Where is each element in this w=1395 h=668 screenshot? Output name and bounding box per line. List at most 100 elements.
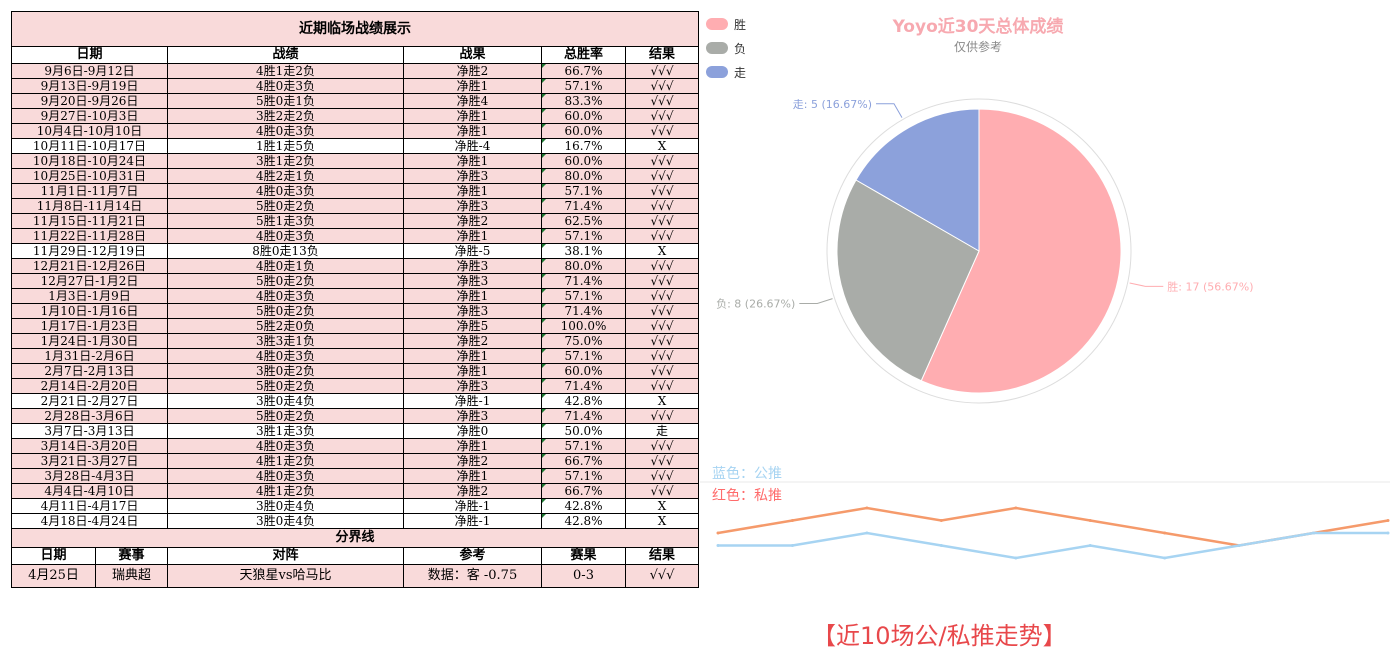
row-date: 2月7日-2月13日: [11, 363, 168, 379]
row-winrate: 57.1%: [541, 468, 626, 484]
table-row: 3月14日-3月20日 4胜0走3负 净胜1 57.1% √√√: [11, 438, 700, 454]
row-outcome: √√√: [624, 363, 700, 379]
row-date: 2月28日-3月6日: [11, 408, 168, 424]
row-record: 4胜0走3负: [167, 348, 404, 364]
legend-label: 走: [734, 65, 747, 80]
row-outcome: √√√: [624, 78, 700, 94]
legend-swatch: [706, 42, 728, 54]
table-row: 10月11日-10月17日 1胜1走5负 净胜-4 16.7% X: [11, 138, 700, 154]
trend-point-1-4: [1014, 556, 1018, 560]
row-result: 净胜1: [403, 153, 542, 169]
row-winrate: 42.8%: [541, 393, 626, 409]
pred-header-match: 对阵: [167, 547, 404, 565]
row-outcome: 走: [624, 423, 700, 439]
legend-label: 胜: [734, 17, 747, 32]
table-row: 9月13日-9月19日 4胜0走3负 净胜1 57.1% √√√: [11, 78, 700, 94]
row-date: 3月7日-3月13日: [11, 423, 168, 439]
table-row: 1月31日-2月6日 4胜0走3负 净胜1 57.1% √√√: [11, 348, 700, 364]
table-row: 3月7日-3月13日 3胜1走3负 净胜0 50.0% 走: [11, 423, 700, 439]
row-outcome: √√√: [624, 213, 700, 229]
row-outcome: √√√: [624, 273, 700, 289]
row-date: 4月4日-4月10日: [11, 483, 168, 499]
legend-item[interactable]: 胜: [706, 12, 746, 36]
pie-slice-0: [920, 108, 1122, 394]
row-record: 4胜1走2负: [167, 453, 404, 469]
row-result: 净胜3: [403, 198, 542, 214]
row-record: 3胜0走4负: [167, 498, 404, 514]
row-winrate: 71.4%: [541, 378, 626, 394]
trend-point-0-0: [716, 531, 720, 535]
trend-point-1-2: [865, 531, 869, 535]
table-row: 1月24日-1月30日 3胜3走1负 净胜2 75.0% √√√: [11, 333, 700, 349]
pred-reference: 数据：客 -0.75: [403, 564, 542, 588]
row-result: 净胜5: [403, 318, 542, 334]
table-row: 9月6日-9月12日 4胜1走2负 净胜2 66.7% √√√: [11, 63, 700, 79]
row-date: 11月22日-11月28日: [11, 228, 168, 244]
row-winrate: 71.4%: [541, 198, 626, 214]
table-row: 2月14日-2月20日 5胜0走2负 净胜3 71.4% √√√: [11, 378, 700, 394]
row-outcome: √√√: [624, 168, 700, 184]
row-record: 3胜1走3负: [167, 423, 404, 439]
row-result: 净胜1: [403, 348, 542, 364]
row-winrate: 42.8%: [541, 498, 626, 514]
row-date: 1月31日-2月6日: [11, 348, 168, 364]
row-winrate: 57.1%: [541, 348, 626, 364]
row-record: 4胜0走3负: [167, 123, 404, 139]
row-winrate: 57.1%: [541, 228, 626, 244]
row-result: 净胜1: [403, 183, 542, 199]
row-date: 10月25日-10月31日: [11, 168, 168, 184]
row-date: 10月11日-10月17日: [11, 138, 168, 154]
row-date: 1月17日-1月23日: [11, 318, 168, 334]
pred-date: 4月25日: [11, 564, 96, 588]
pie-label-1: 负: 8 (26.67%): [716, 297, 795, 311]
trend-point-1-7: [1237, 544, 1241, 547]
row-winrate: 42.8%: [541, 513, 626, 529]
row-result: 净胜3: [403, 273, 542, 289]
table-row: 9月20日-9月26日 5胜0走1负 净胜4 83.3% √√√: [11, 93, 700, 109]
row-result: 净胜2: [403, 483, 542, 499]
table-row: 2月28日-3月6日 5胜0走2负 净胜3 71.4% √√√: [11, 408, 700, 424]
row-winrate: 71.4%: [541, 408, 626, 424]
row-result: 净胜1: [403, 228, 542, 244]
row-outcome: √√√: [624, 93, 700, 109]
table-row: 12月27日-1月2日 5胜0走2负 净胜3 71.4% √√√: [11, 273, 700, 289]
row-date: 10月18日-10月24日: [11, 153, 168, 169]
row-outcome: √√√: [624, 63, 700, 79]
row-outcome: √√√: [624, 438, 700, 454]
row-winrate: 60.0%: [541, 153, 626, 169]
row-record: 3胜0走2负: [167, 363, 404, 379]
table-row: 4月11日-4月17日 3胜0走4负 净胜-1 42.8% X: [11, 498, 700, 514]
row-record: 3胜2走2负: [167, 108, 404, 124]
row-date: 3月21日-3月27日: [11, 453, 168, 469]
row-result: 净胜3: [403, 258, 542, 274]
trend-point-0-6: [1163, 531, 1167, 535]
table-title: 近期临场战绩展示: [10, 11, 700, 47]
row-result: 净胜3: [403, 378, 542, 394]
row-date: 11月8日-11月14日: [11, 198, 168, 214]
row-outcome: √√√: [624, 228, 700, 244]
pred-score: 0-3: [541, 564, 626, 588]
row-winrate: 66.7%: [541, 63, 626, 79]
pie-outer-ring: [826, 98, 1132, 404]
legend-item[interactable]: 走: [706, 60, 746, 84]
pie-slice-2: [855, 108, 980, 252]
trend-point-0-1: [790, 519, 794, 522]
row-record: 8胜0走13负: [167, 243, 404, 259]
row-outcome: √√√: [624, 483, 700, 499]
row-record: 5胜0走2负: [167, 303, 404, 319]
row-outcome: X: [624, 138, 700, 154]
row-winrate: 16.7%: [541, 138, 626, 154]
table-row: 4月18日-4月24日 3胜0走4负 净胜-1 42.8% X: [11, 513, 700, 529]
row-record: 4胜0走3负: [167, 183, 404, 199]
table-row: 2月7日-2月13日 3胜0走2负 净胜1 60.0% √√√: [11, 363, 700, 379]
legend-swatch: [706, 18, 728, 30]
trend-point-0-4: [1014, 506, 1018, 510]
row-outcome: √√√: [624, 408, 700, 424]
legend-item[interactable]: 负: [706, 36, 746, 60]
col-header-outcome: 结果: [624, 46, 700, 64]
table-row: 10月25日-10月31日 4胜2走1负 净胜3 80.0% √√√: [11, 168, 700, 184]
row-winrate: 75.0%: [541, 333, 626, 349]
trend-point-0-5: [1088, 519, 1092, 522]
trend-point-1-6: [1163, 556, 1167, 560]
col-header-record: 战绩: [167, 46, 404, 64]
